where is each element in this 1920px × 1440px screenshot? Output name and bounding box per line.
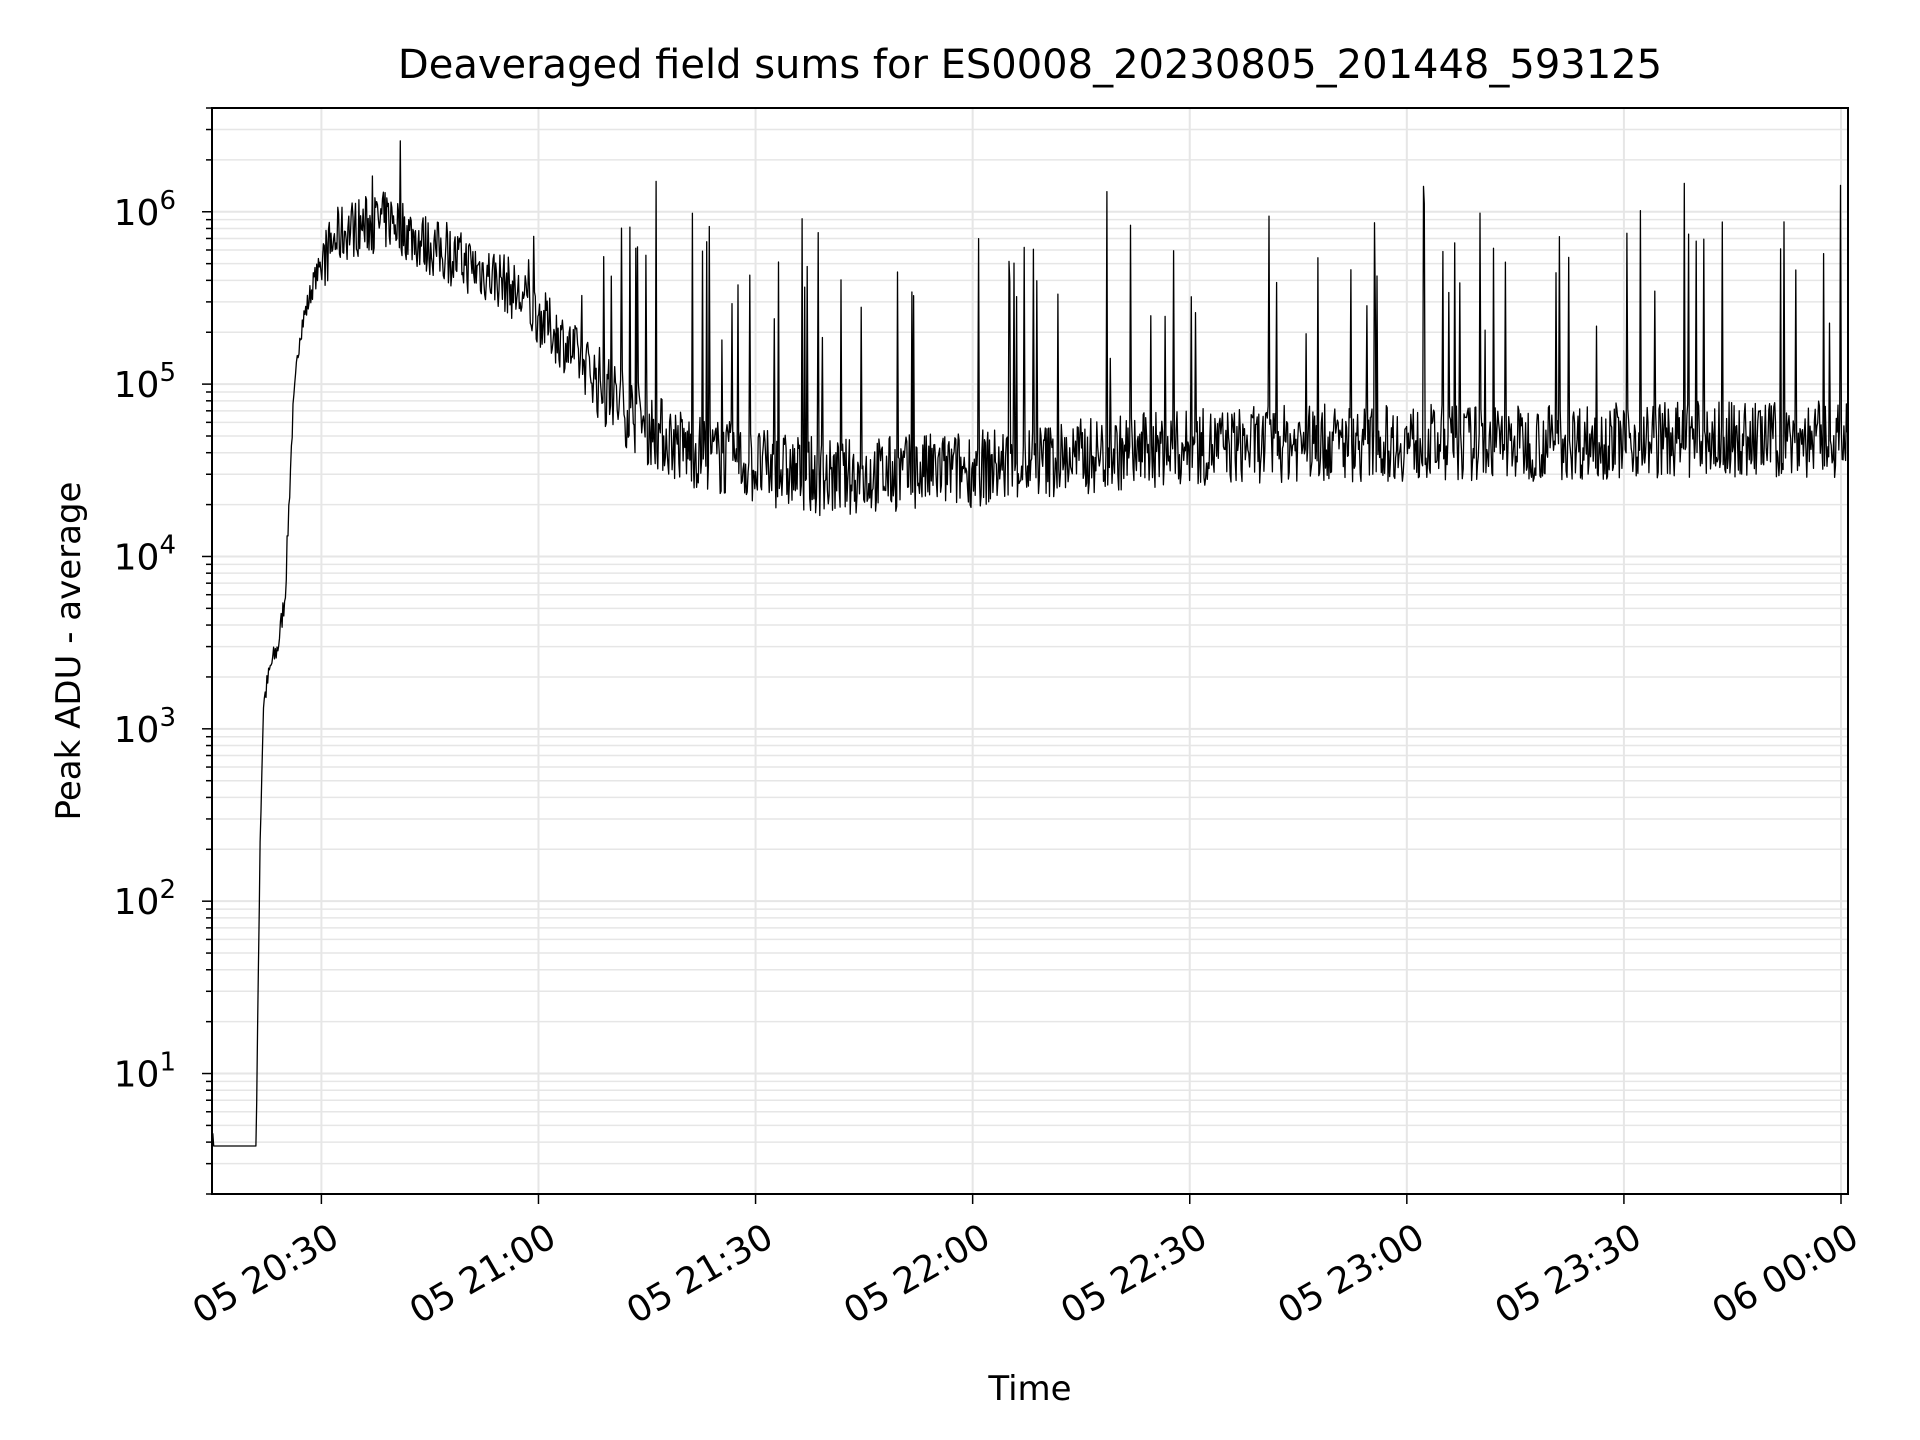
x-gridlines	[320, 108, 1843, 1194]
y-tick-label: 105	[114, 358, 176, 406]
y-tick-label: 104	[114, 530, 176, 578]
y-tick-label: 102	[114, 875, 176, 923]
x-tick-label: 06 00:00	[1706, 1216, 1866, 1332]
y-tick-label: 103	[114, 703, 176, 751]
y-axis-label: Peak ADU - average	[49, 482, 89, 821]
series-line	[212, 140, 1848, 1147]
chart-title: Deaveraged field sums for ES0008_2023080…	[398, 42, 1662, 88]
x-tick-label: 05 23:30	[1488, 1216, 1648, 1332]
y-tick-label: 101	[114, 1048, 176, 1096]
x-axis-label: Time	[987, 1369, 1071, 1409]
x-tick-label: 05 22:00	[837, 1216, 997, 1332]
x-tick-label: 05 21:30	[620, 1216, 780, 1332]
x-tick-label: 05 20:30	[186, 1216, 346, 1332]
x-tick-label: 05 23:00	[1271, 1216, 1431, 1332]
x-tick-label: 05 21:00	[403, 1216, 563, 1332]
plot-frame	[211, 107, 1849, 1195]
x-axis: 05 20:30 05 21:00 05 21:30 05 22:00 05 22:30…	[186, 1194, 1866, 1332]
y-axis: 101 102 103 104 105 106	[114, 107, 212, 1195]
y-tick-label: 106	[114, 186, 176, 234]
x-tick-label: 05 22:30	[1054, 1216, 1214, 1332]
